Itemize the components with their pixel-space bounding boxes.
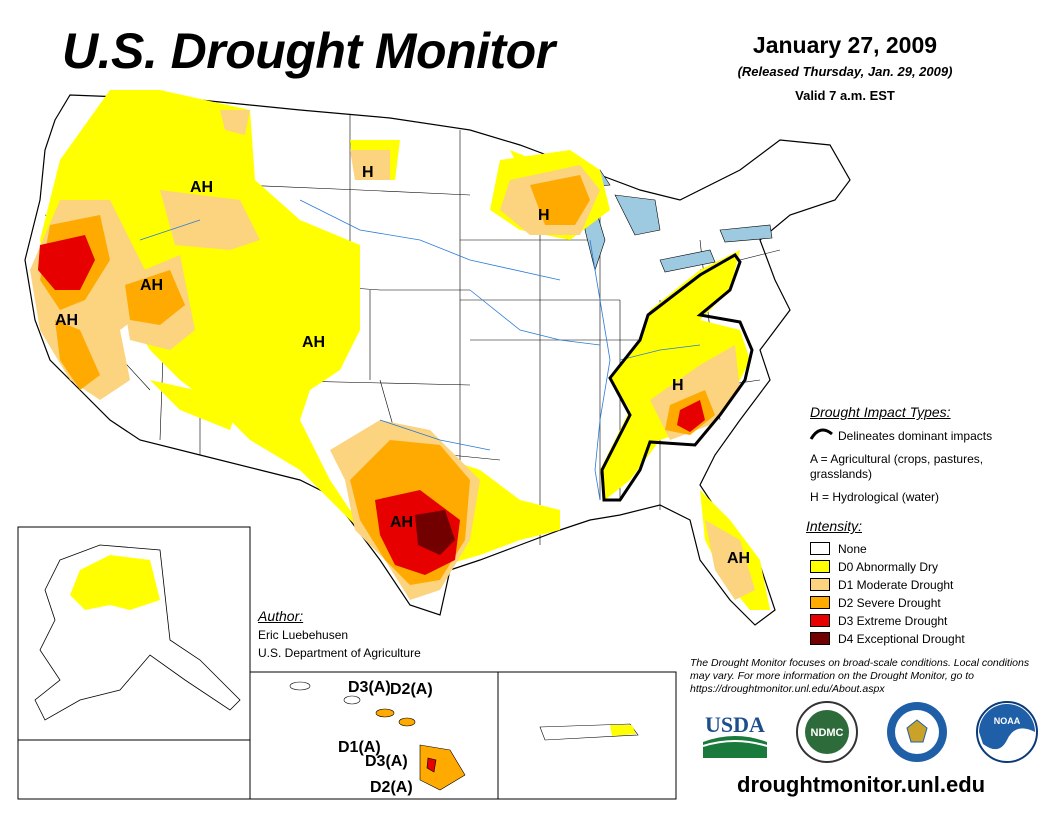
puerto-rico-d0 <box>610 725 636 736</box>
map-title: U.S. Drought Monitor <box>62 23 555 79</box>
label-ah-nv: AH <box>140 277 163 294</box>
intensity-swatch <box>810 578 830 591</box>
intensity-swatch <box>810 632 830 645</box>
usda-logo: USDA <box>700 700 770 764</box>
valid-time: Valid 7 a.m. EST <box>795 88 895 103</box>
impact-agricultural: A = Agricultural (crops, pastures, grass… <box>810 452 984 481</box>
intensity-legend-row: D1 Moderate Drought <box>810 577 953 592</box>
hawaii-islands <box>289 681 466 791</box>
intensity-swatch <box>810 614 830 627</box>
ndmc-logo: NDMC <box>795 700 859 764</box>
website-link[interactable]: droughtmonitor.unl.edu <box>737 772 986 797</box>
ndmc-logo-text: NDMC <box>811 727 844 739</box>
hi-label-d3a-big: D3(A) <box>365 753 408 770</box>
intensity-heading: Intensity: <box>806 518 863 534</box>
hi-label-d2a-big: D2(A) <box>370 779 413 796</box>
disclaimer-note: The Drought Monitor focuses on broad-sca… <box>690 657 1030 695</box>
label-ah-ca: AH <box>55 312 78 329</box>
author-org: U.S. Department of Agriculture <box>258 646 421 660</box>
intensity-legend-row: D0 Abnormally Dry <box>810 559 938 574</box>
label-ah-fl: AH <box>727 550 750 567</box>
usda-logo-text: USDA <box>705 712 765 737</box>
hi-label-d1a: D1(A) <box>338 739 381 756</box>
intensity-legend-row: None <box>810 541 867 556</box>
intensity-label: D1 Moderate Drought <box>838 577 954 592</box>
author-name: Eric Luebehusen <box>258 628 349 642</box>
release-date: (Released Thursday, Jan. 29, 2009) <box>737 64 953 79</box>
d4-areas <box>415 510 455 555</box>
intensity-label: D0 Abnormally Dry <box>838 559 939 574</box>
intensity-label: D2 Severe Drought <box>838 595 941 610</box>
author-heading: Author: <box>258 608 304 624</box>
intensity-swatch <box>810 542 830 555</box>
region-labels: AH AH AH AH AH AH H H H <box>55 164 750 567</box>
inset-frames <box>17 526 677 800</box>
noaa-logo: NOAA <box>975 700 1039 764</box>
label-h-wi: H <box>538 207 550 224</box>
impact-line-icon <box>809 428 833 440</box>
label-h-nd: H <box>362 164 374 181</box>
intensity-label: D4 Exceptional Drought <box>838 631 965 646</box>
intensity-swatch <box>810 596 830 609</box>
hawaii-labels: D3(A) D2(A) D1(A) D3(A) D2(A) <box>338 679 433 796</box>
commerce-seal-logo <box>885 700 949 764</box>
impact-hydrological: H = Hydrological (water) <box>810 490 940 504</box>
label-ah-nw: AH <box>190 179 213 196</box>
label-h-se: H <box>672 377 684 394</box>
noaa-logo-text: NOAA <box>994 716 1021 726</box>
map-date: January 27, 2009 <box>752 32 938 58</box>
label-ah-tx: AH <box>390 514 413 531</box>
intensity-legend-row: D3 Extreme Drought <box>810 613 947 628</box>
impact-boundaries[interactable] <box>600 253 754 502</box>
intensity-label: None <box>838 541 867 556</box>
hi-label-d3a-top: D3(A) <box>348 679 391 696</box>
rivers <box>139 199 701 501</box>
alaska-d0 <box>70 555 160 610</box>
intensity-legend-row: D4 Exceptional Drought <box>810 631 965 646</box>
impact-delineates-text: Delineates dominant impacts <box>838 429 993 443</box>
hi-label-d2a-top: D2(A) <box>390 681 433 698</box>
intensity-label: D3 Extreme Drought <box>838 613 948 628</box>
intensity-legend-row: D2 Severe Drought <box>810 595 941 610</box>
label-ah-co: AH <box>302 334 325 351</box>
impact-types-heading: Drought Impact Types: <box>810 404 951 420</box>
intensity-swatch <box>810 560 830 573</box>
